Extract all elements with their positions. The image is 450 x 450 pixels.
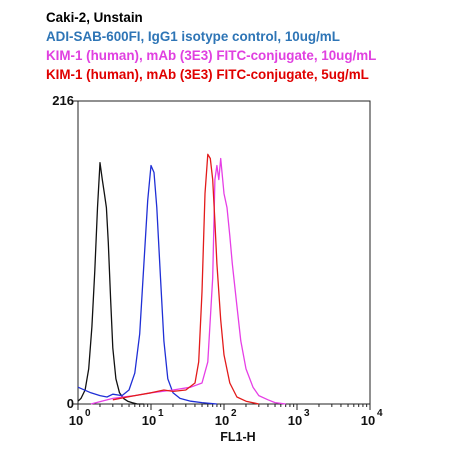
x-tick-exponent: 1	[158, 408, 164, 419]
y-tick-label: 216	[52, 93, 74, 108]
series-line-3	[90, 157, 286, 405]
x-tick-label: 10	[288, 413, 302, 428]
x-tick-label: 10	[361, 413, 375, 428]
x-axis-title: FL1-H	[220, 430, 255, 444]
x-tick-label: 10	[142, 413, 156, 428]
series-line-4	[112, 153, 259, 405]
legend-entry-kim1-10ug: KIM-1 (human), mAb (3E3) FITC-conjugate,…	[46, 48, 377, 63]
x-tick-label: 10	[69, 413, 83, 428]
x-tick-exponent: 3	[304, 408, 310, 419]
x-tick-label: 10	[215, 413, 229, 428]
plot-frame	[77, 100, 371, 405]
legend-entry-isotype: ADI-SAB-600FI, IgG1 isotype control, 10u…	[46, 29, 340, 44]
legend: Caki-2, Unstain ADI-SAB-600FI, IgG1 isot…	[46, 8, 446, 84]
y-tick-label: 0	[67, 396, 74, 411]
x-tick-exponent: 2	[231, 408, 237, 419]
series-line-2	[77, 164, 217, 405]
series-line-1	[77, 162, 144, 405]
legend-entry-unstain: Caki-2, Unstain	[46, 10, 143, 25]
x-tick-exponent: 4	[377, 408, 383, 419]
legend-entry-kim1-5ug: KIM-1 (human), mAb (3E3) FITC-conjugate,…	[46, 67, 369, 82]
x-tick-exponent: 0	[85, 408, 91, 419]
